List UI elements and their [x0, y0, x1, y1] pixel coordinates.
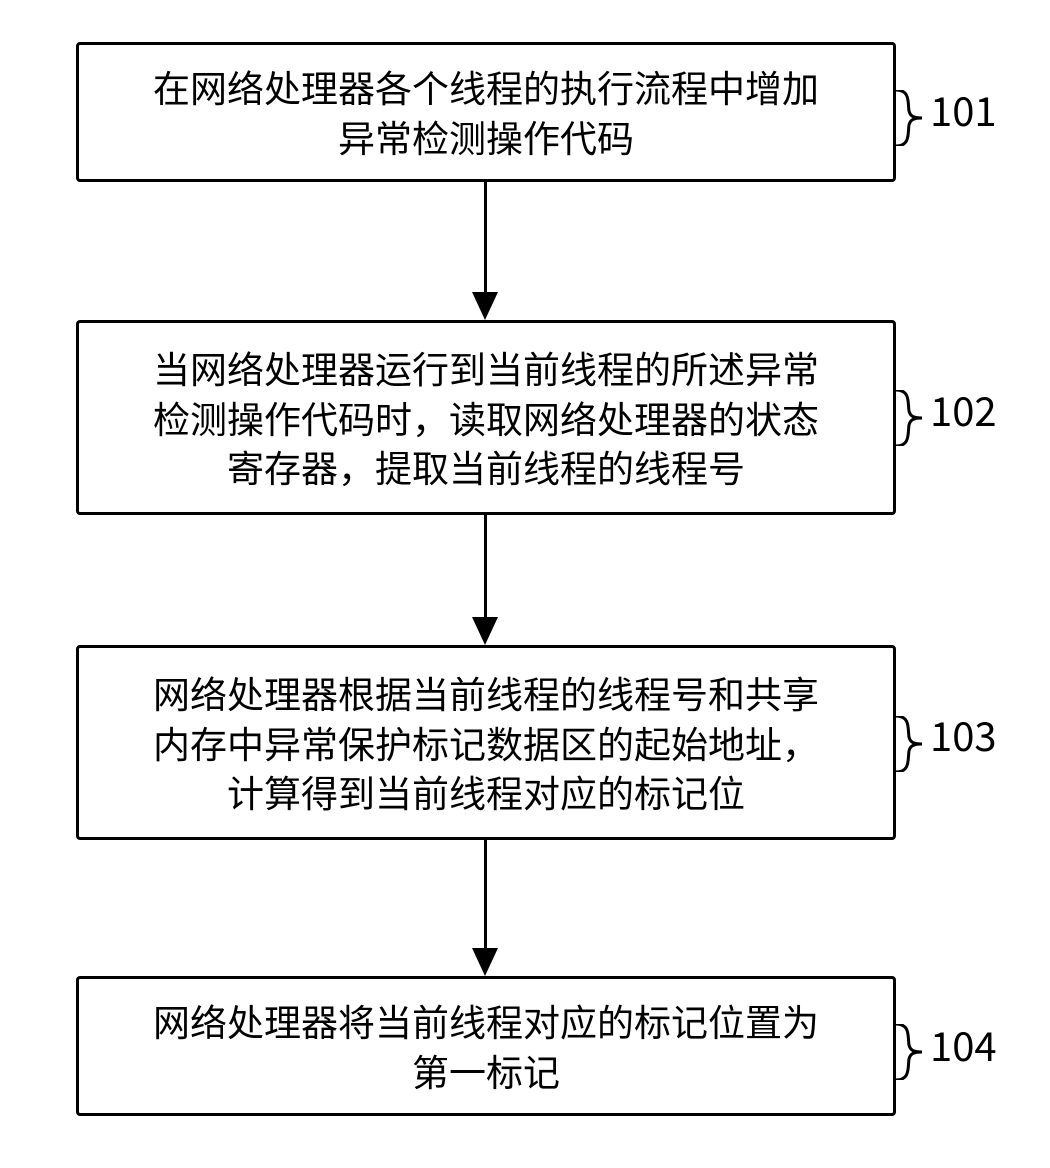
flow-step-text-line: 内存中异常保护标记数据区的起始地址， [153, 718, 819, 768]
step-label-102: 102 [930, 380, 997, 438]
step-label-101: 101 [930, 80, 997, 138]
flow-step-text-line: 计算得到当前线程对应的标记位 [227, 767, 745, 817]
flow-step-text-line: 网络处理器将当前线程对应的标记位置为 [153, 996, 819, 1046]
step-brace-104 [896, 1024, 922, 1080]
step-brace-101 [896, 90, 922, 146]
flow-step-text-line: 寄存器，提取当前线程的线程号 [227, 442, 745, 492]
flow-step-text-line: 网络处理器根据当前线程的线程号和共享 [153, 668, 819, 718]
flowchart-canvas: 在网络处理器各个线程的执行流程中增加异常检测操作代码 101 当网络处理器运行到当前… [0, 0, 1050, 1168]
step-brace-102 [896, 390, 922, 446]
arrow-line-1 [484, 182, 487, 292]
arrow-head-3 [472, 948, 498, 976]
flow-step-102: 当网络处理器运行到当前线程的所述异常检测操作代码时，读取网络处理器的状态寄存器，… [76, 320, 896, 515]
flow-step-104: 网络处理器将当前线程对应的标记位置为第一标记 [76, 976, 896, 1116]
flow-step-text-line: 在网络处理器各个线程的执行流程中增加 [153, 62, 819, 112]
arrow-head-1 [472, 292, 498, 320]
flow-step-text-line: 当网络处理器运行到当前线程的所述异常 [153, 343, 819, 393]
flow-step-text-line: 检测操作代码时，读取网络处理器的状态 [153, 393, 819, 443]
arrow-line-2 [484, 515, 487, 617]
arrow-line-3 [484, 840, 487, 948]
step-label-104: 104 [930, 1015, 997, 1073]
arrow-head-2 [472, 617, 498, 645]
flow-step-103: 网络处理器根据当前线程的线程号和共享内存中异常保护标记数据区的起始地址，计算得到… [76, 645, 896, 840]
flow-step-101: 在网络处理器各个线程的执行流程中增加异常检测操作代码 [76, 42, 896, 182]
step-brace-103 [896, 716, 922, 772]
flow-step-text-line: 异常检测操作代码 [338, 112, 634, 162]
step-label-103: 103 [930, 705, 997, 763]
flow-step-text-line: 第一标记 [412, 1046, 560, 1096]
